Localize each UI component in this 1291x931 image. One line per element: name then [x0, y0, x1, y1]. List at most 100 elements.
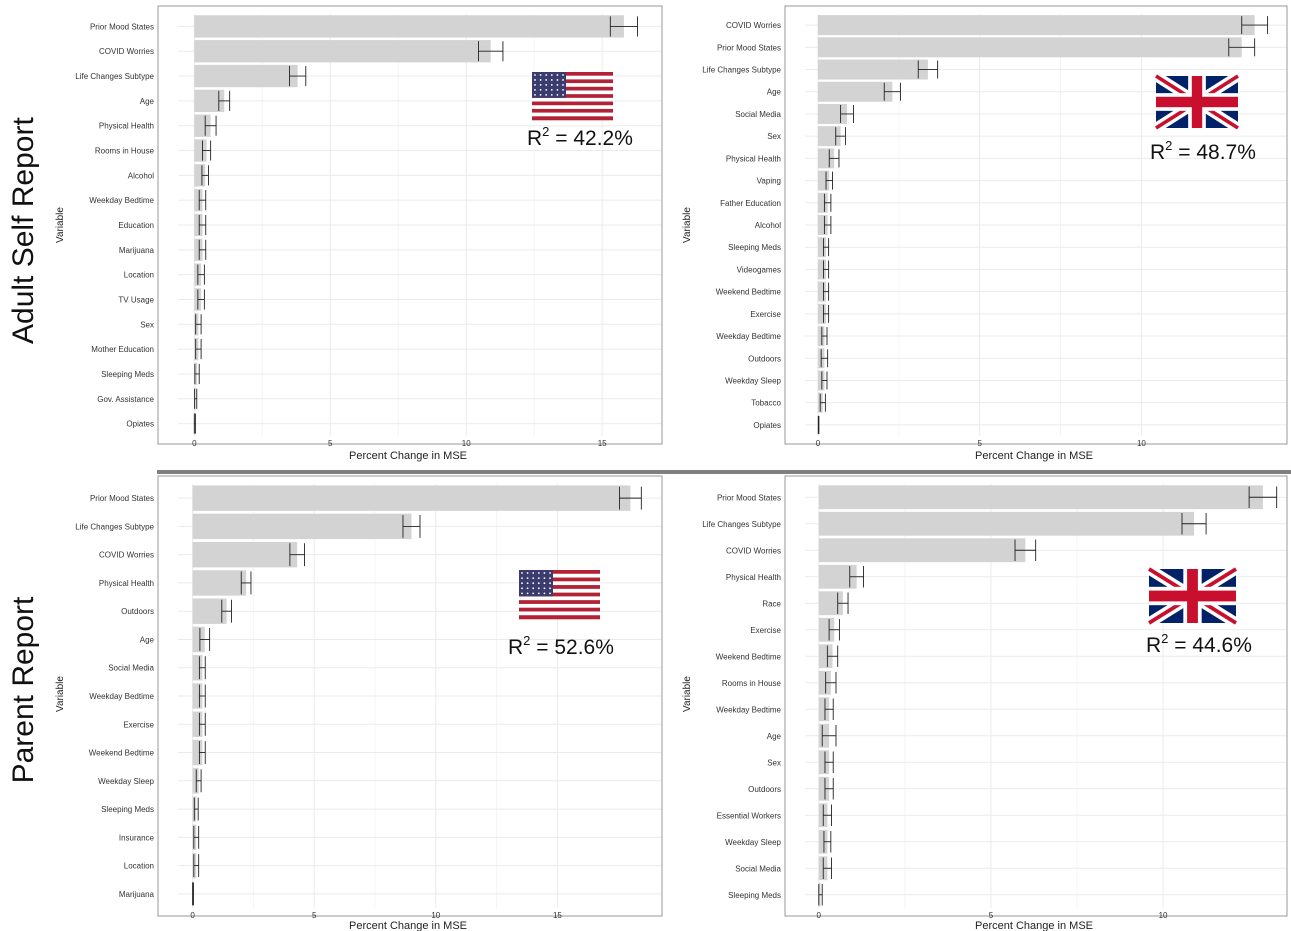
error-bar-sex [824, 751, 834, 773]
error-bar-prior-mood-states [609, 16, 638, 37]
category-label: Life Changes Subtype [75, 522, 154, 531]
flag-star [526, 572, 529, 574]
category-label: Weekday Sleep [725, 838, 781, 847]
bar-father-education [817, 192, 828, 213]
flag-star [549, 587, 551, 590]
error-bar-location [197, 264, 205, 285]
uk-flag-icon [1146, 564, 1239, 628]
category-label: Videogames [737, 265, 781, 274]
flag-stripe [519, 570, 600, 575]
error-bar-life-changes-subtype [1181, 513, 1207, 535]
flag-stripe [532, 105, 613, 110]
panel-frame [157, 5, 663, 445]
bar-physical-health [817, 148, 835, 169]
r-squared-symbol: R [527, 127, 542, 150]
bar-prior-mood-states [817, 37, 1242, 58]
error-bar-weekday-bedtime [198, 684, 206, 708]
flag-star [534, 74, 536, 76]
error-bar-exercise [198, 712, 206, 736]
bar-social-media [192, 655, 203, 681]
flag-canton [532, 72, 567, 98]
error-bar-covid-worries [478, 41, 504, 62]
flag-star [537, 592, 540, 595]
error-bar-life-changes-subtype [402, 514, 421, 538]
category-label: Social Media [735, 110, 781, 119]
category-label: Sex [767, 132, 781, 141]
x-tick-label: 5 [989, 911, 994, 920]
error-bar-prior-mood-states [618, 486, 642, 510]
bar-life-changes-subtype [194, 64, 298, 88]
bar-social-media [817, 103, 848, 124]
bar-race [818, 591, 843, 616]
bar-age [192, 626, 205, 653]
r-squared-exponent: 2 [1165, 138, 1172, 153]
x-tick-label: 5 [328, 439, 333, 448]
flag-stripe [532, 112, 613, 117]
flag-canton [519, 570, 554, 597]
category-label: Prior Mood States [717, 493, 781, 502]
error-bar-weekday-sleep [821, 371, 828, 390]
x-axis-label: Percent Change in MSE [349, 450, 467, 462]
error-bar-age [218, 90, 231, 111]
error-bar-weekday-sleep [195, 769, 202, 793]
error-bar-weekend-bedtime [198, 741, 206, 764]
category-label: Opiates [753, 421, 781, 430]
x-tick-label: 10 [431, 911, 440, 920]
flag-star [539, 93, 542, 96]
category-label: Exercise [750, 626, 781, 635]
error-bar-life-changes-subtype [917, 60, 939, 79]
bar-exercise [192, 711, 203, 737]
x-tick-label: 0 [190, 911, 195, 920]
category-label: COVID Worries [726, 21, 781, 30]
category-label: Marijuana [119, 246, 155, 255]
error-bar-marijuana [192, 882, 195, 906]
flag-star [550, 88, 553, 91]
flag-star [543, 577, 546, 579]
bar-sex [817, 126, 841, 147]
flag-stripe [519, 588, 600, 593]
y-axis-label: Variable [55, 676, 66, 712]
flag-star [521, 587, 523, 590]
r-squared-annotation: R2 = 52.6% [508, 633, 614, 659]
x-axis-label: Percent Change in MSE [975, 450, 1093, 462]
flag-star [534, 84, 536, 86]
error-bar-physical-health [240, 571, 252, 595]
error-bar-social-media [198, 656, 206, 680]
category-label: Gov. Assistance [97, 395, 154, 404]
flag-star [562, 93, 564, 96]
r-squared-symbol: R [1150, 141, 1165, 164]
flag-star [521, 592, 523, 595]
flag-star [534, 93, 536, 96]
category-label: Physical Health [726, 154, 781, 163]
bar-physical-health [194, 114, 211, 137]
flag-star [532, 587, 535, 590]
category-label: Age [767, 732, 782, 741]
error-bar-alcohol [201, 165, 209, 186]
flag-stripe [532, 108, 613, 113]
flag-stripe [532, 97, 613, 102]
error-bar-tobacco [819, 393, 826, 412]
r-squared-annotation: R2 = 48.7% [1150, 138, 1256, 164]
bar-rooms-in-house [818, 670, 831, 695]
error-bar-vaping [825, 171, 833, 190]
bar-prior-mood-states [192, 485, 631, 511]
flag-star [532, 577, 535, 579]
category-label: COVID Worries [99, 47, 154, 56]
flag-star [534, 79, 536, 81]
category-label: Outdoors [748, 785, 781, 794]
error-bar-opiates [817, 415, 820, 434]
flag-star [532, 582, 535, 585]
error-bar-social-media [840, 104, 854, 123]
error-bar-weekend-bedtime [826, 645, 839, 667]
category-label: Prior Mood States [90, 494, 154, 503]
category-label: Life Changes Subtype [75, 72, 154, 81]
category-label: Weekday Bedtime [89, 692, 154, 701]
bar-education [194, 213, 203, 237]
category-label: Race [762, 599, 781, 608]
flag-star [545, 93, 548, 96]
flag-stripe [519, 573, 600, 578]
r-squared-symbol: R [1146, 634, 1161, 657]
bar-alcohol [817, 215, 828, 235]
panel-frame [784, 475, 1288, 917]
error-bar-covid-worries [289, 543, 305, 567]
